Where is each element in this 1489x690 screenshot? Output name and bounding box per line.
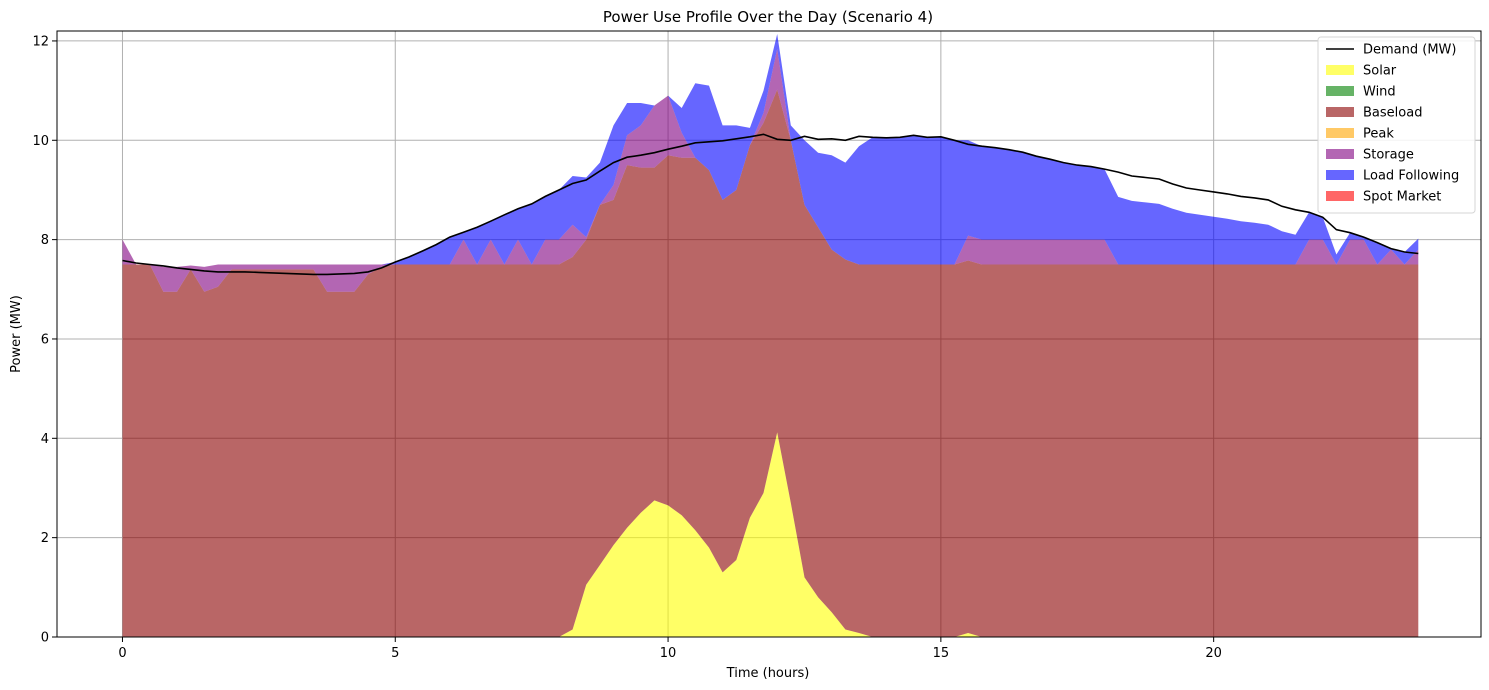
y-tick-label: 0 [41,631,49,646]
plot-frame [56,30,1482,638]
y-tick-label: 6 [41,332,49,347]
legend-label: Wind [1363,85,1396,100]
legend-label: Baseload [1363,106,1422,121]
x-tick-label: 20 [1205,646,1222,661]
legend-label: Storage [1363,148,1414,163]
legend-swatch [1326,191,1354,201]
y-tick-label: 8 [41,233,49,248]
legend-label: Spot Market [1363,190,1441,205]
area-load-following [122,34,1419,267]
legend: Demand (MW) Solar Wind Baseload Peak Storage L… [1317,36,1476,214]
demand-layer [122,133,1419,276]
legend-label: Solar [1363,64,1397,79]
x-tick-label: 15 [933,646,950,661]
y-axis-ticks: 0 2 4 6 8 10 12 [32,34,57,646]
chart-title: Power Use Profile Over the Day (Scenario… [603,8,933,26]
x-axis-label: Time (hours) [726,666,810,681]
legend-label: Load Following [1363,169,1459,184]
demand-line [122,133,1419,276]
x-tick-label: 10 [660,646,677,661]
legend-swatch [1326,170,1354,180]
legend-swatch [1326,128,1354,138]
y-tick-label: 4 [41,432,49,447]
legend-label: Peak [1363,127,1394,142]
x-tick-label: 5 [391,646,399,661]
legend-swatch [1326,65,1354,75]
y-tick-label: 2 [41,531,49,546]
y-tick-label: 12 [32,34,49,49]
x-axis-ticks: 0 5 10 15 20 [118,637,1222,661]
legend-box [1317,36,1476,214]
y-axis-label: Power (MW) [9,295,24,373]
legend-swatch [1326,86,1354,96]
area-solar [122,432,1419,637]
stacked-areas [122,34,1419,638]
legend-label: Demand (MW) [1363,43,1456,58]
area-storage [122,48,1419,292]
area-baseload [122,89,1419,638]
legend-swatch [1326,149,1354,159]
x-tick-label: 0 [118,646,126,661]
legend-swatch [1326,107,1354,117]
y-tick-label: 10 [32,134,49,149]
